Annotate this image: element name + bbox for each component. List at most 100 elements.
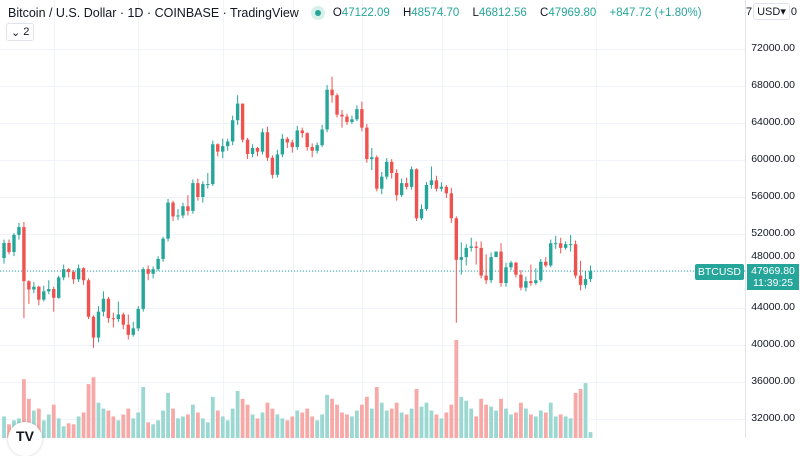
candle-body	[519, 274, 523, 288]
volume-bar	[260, 412, 265, 438]
candle-body	[390, 161, 394, 173]
candle-body	[504, 267, 508, 284]
volume-bar	[235, 390, 240, 438]
volume-bar	[171, 408, 175, 438]
candle-body	[399, 183, 404, 196]
candle-body	[57, 277, 61, 298]
candle-body	[230, 120, 235, 142]
volume-bar	[389, 408, 394, 438]
candle-body	[121, 314, 126, 325]
candle-body	[211, 144, 215, 185]
price-chart[interactable]	[0, 0, 800, 438]
candle-body	[414, 169, 419, 219]
candle-body	[240, 103, 245, 140]
volume-bar	[414, 389, 419, 438]
candle-body	[260, 132, 265, 152]
candle-body	[270, 157, 275, 175]
candle-body	[459, 257, 463, 260]
volume-bar	[523, 408, 528, 438]
candle-body	[12, 234, 16, 253]
volume-bar	[91, 377, 96, 438]
candle-body	[499, 251, 503, 284]
volume-bar	[51, 404, 56, 438]
indicators-toggle-button[interactable]: ⌄ 2	[6, 23, 35, 41]
candle-body	[305, 133, 309, 148]
volume-bar	[474, 416, 479, 438]
volume-bar	[200, 418, 205, 438]
chevron-down-icon: ⌄	[11, 26, 21, 39]
candle-body	[300, 130, 304, 134]
candle-body	[375, 157, 379, 189]
volume-bar	[394, 402, 399, 438]
volume-bar	[111, 416, 116, 438]
candle-body	[151, 269, 155, 274]
volume-bar	[528, 414, 533, 438]
candle-body	[101, 298, 106, 312]
volume-bar	[146, 422, 151, 438]
ohlc-values: O47122.09 H48574.70 L46812.56 C47969.80 …	[333, 7, 707, 19]
tradingview-logo[interactable]: TV	[8, 422, 42, 456]
volume-bar	[469, 408, 474, 438]
candle-body	[583, 279, 588, 285]
volume-bar	[220, 416, 225, 438]
volume-bar	[166, 392, 170, 438]
volume-bar	[454, 340, 459, 438]
volume-bar	[230, 408, 235, 438]
volume-bar	[568, 418, 573, 438]
volume-bar	[369, 408, 374, 438]
volume-bars	[2, 340, 593, 438]
volume-bar	[186, 414, 190, 438]
candle-body	[166, 202, 170, 239]
volume-bar	[538, 410, 543, 438]
volume-bar	[101, 408, 106, 438]
volume-bar	[265, 402, 270, 438]
volume-bar	[176, 418, 180, 438]
candle-body	[76, 268, 81, 280]
candle-body	[345, 116, 349, 123]
candle-body	[126, 324, 130, 335]
candle-body	[558, 243, 563, 248]
volume-bar	[275, 414, 280, 438]
volume-bar	[429, 410, 434, 438]
candle-body	[489, 257, 493, 281]
candle-body	[181, 206, 185, 216]
candle-body	[7, 242, 11, 253]
currency-button[interactable]: USD▾	[753, 3, 790, 20]
volume-bar	[71, 424, 76, 438]
volume-bar	[116, 420, 121, 438]
candle-body	[469, 246, 473, 248]
volume-bar	[509, 414, 513, 438]
axis-label-clipped: 0	[790, 5, 797, 18]
volume-bar	[330, 398, 334, 438]
volume-bar	[255, 418, 260, 438]
volume-bar	[489, 406, 493, 438]
volume-bar	[558, 414, 563, 438]
currency-selector[interactable]: 7 USD▾ 0	[746, 3, 797, 20]
price-axis-label: 36000.00	[751, 375, 795, 387]
price-axis-label: 60000.00	[751, 153, 795, 165]
volume-bar	[270, 408, 275, 438]
volume-bar	[295, 410, 300, 438]
volume-bar	[459, 396, 464, 438]
candle-body	[479, 247, 483, 276]
price-axis-label: 64000.00	[751, 116, 795, 128]
candle-body	[360, 109, 364, 128]
candle-body	[464, 247, 468, 258]
candle-body	[111, 318, 116, 320]
candle-body	[315, 145, 319, 151]
candle-body	[52, 289, 56, 298]
volume-bar	[285, 420, 290, 438]
low-value: 46812.56	[478, 7, 527, 19]
candle-body	[434, 180, 439, 189]
volume-bar	[350, 416, 354, 438]
candle-body	[27, 281, 31, 290]
open-label: O	[332, 7, 342, 19]
volume-bar	[409, 408, 414, 438]
candle-body	[524, 281, 528, 288]
symbol-title[interactable]: Bitcoin / U.S. Dollar · 1D · COINBASE · …	[8, 6, 299, 20]
volume-bar	[384, 410, 389, 438]
candle-body	[196, 183, 200, 197]
volume-bar	[131, 418, 136, 438]
candle-body	[474, 246, 478, 248]
candle-body	[191, 183, 195, 211]
